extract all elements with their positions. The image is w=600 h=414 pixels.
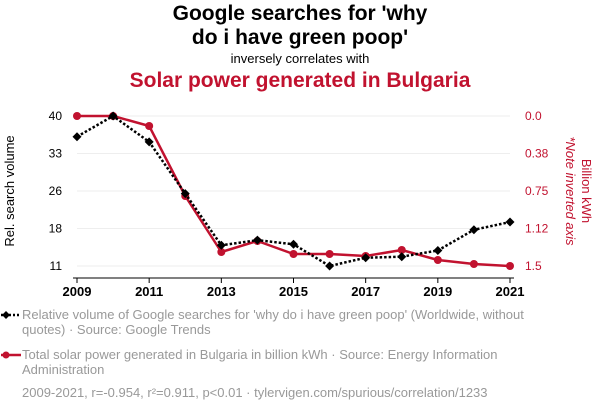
data-point-solar [506, 262, 514, 270]
data-point-solar [145, 122, 154, 130]
data-point-solar [73, 112, 81, 120]
legend-marker-solar [1, 351, 21, 359]
data-point-searches [397, 252, 407, 262]
right-tick-label: 0.0 [525, 109, 542, 123]
left-tick-label: 18 [49, 222, 63, 236]
right-tick-label: 1.12 [525, 222, 549, 236]
x-tick-label: 2011 [135, 284, 163, 299]
x-tick-label: 2017 [351, 284, 380, 299]
data-point-searches [252, 235, 262, 245]
left-axis-title: Rel. search volume [2, 135, 17, 246]
data-point-searches [216, 240, 226, 250]
data-point-searches [505, 217, 515, 227]
x-tick-label: 2021 [496, 284, 525, 299]
x-tick-label: 2013 [207, 284, 236, 299]
right-axis-title: Billion kWh [579, 159, 594, 223]
chart-subtitle: inversely correlates with [230, 51, 370, 66]
chart-title-secondary: Solar power generated in Bulgaria [129, 69, 471, 92]
left-tick-label: 33 [49, 147, 63, 161]
data-point-solar [217, 248, 226, 256]
data-point-searches [108, 111, 118, 121]
data-point-searches [180, 189, 190, 199]
chart-title-line2: do i have green poop' [191, 26, 409, 49]
x-tick-label: 2019 [423, 284, 452, 299]
x-tick-label: 2015 [279, 284, 308, 299]
data-point-searches [72, 132, 82, 142]
data-point-searches [289, 239, 298, 249]
legend-item-solar: Total solar power generated in Bulgaria … [22, 347, 498, 377]
right-tick-label: 1.5 [525, 259, 542, 273]
data-point-searches [144, 137, 154, 147]
legend-item-searches: Relative volume of Google searches for '… [22, 307, 524, 337]
chart-title-line1: Google searches for 'why [172, 2, 428, 25]
data-point-solar [289, 250, 298, 258]
data-point-searches [433, 245, 443, 255]
legend-marker-searches [1, 311, 21, 319]
left-tick-label: 40 [49, 109, 63, 123]
left-tick-label: 26 [49, 184, 63, 198]
data-point-solar [397, 246, 406, 254]
right-axis-note: *Note inverted axis [563, 136, 578, 246]
right-tick-label: 0.75 [525, 184, 549, 198]
chart-footer: 2009-2021, r=-0.954, r²=0.911, p<0.01 · … [22, 385, 488, 400]
data-point-searches [325, 261, 335, 271]
data-point-solar [469, 260, 478, 268]
data-point-solar [325, 250, 334, 258]
data-point-searches [361, 253, 371, 263]
data-point-searches [469, 225, 479, 235]
x-tick-label: 2009 [63, 284, 92, 299]
left-tick-label: 11 [50, 259, 63, 273]
data-point-solar [433, 256, 442, 264]
right-tick-label: 0.38 [525, 147, 549, 161]
